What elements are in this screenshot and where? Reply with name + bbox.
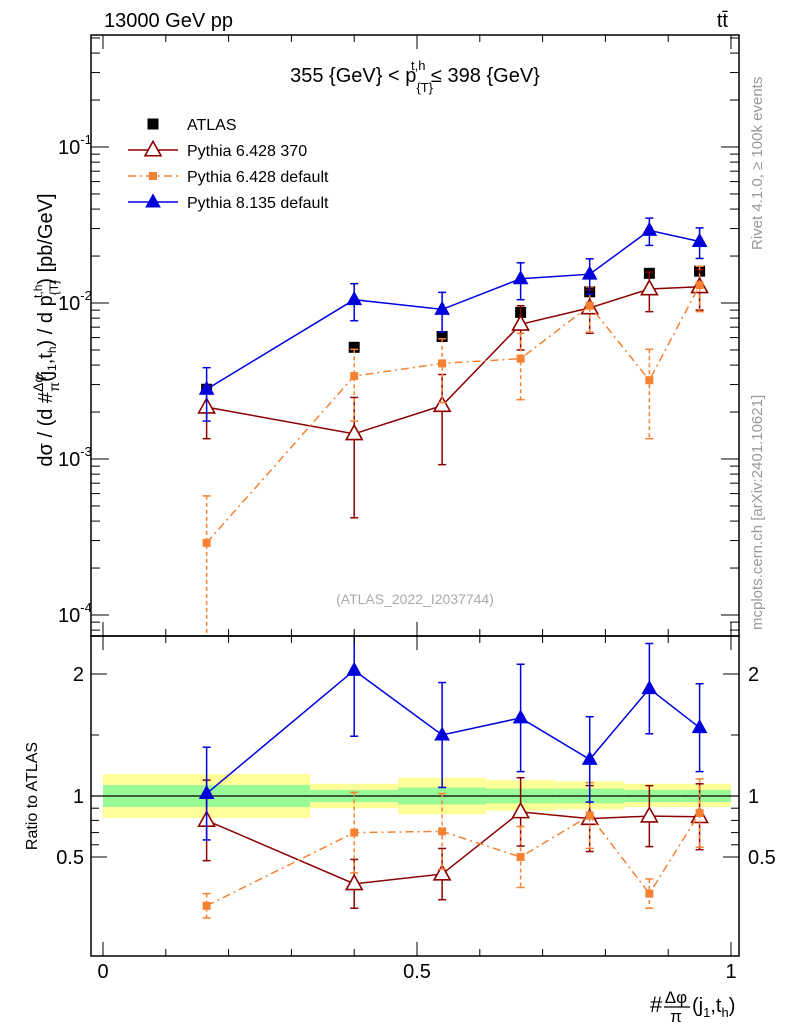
data-point bbox=[581, 265, 598, 280]
data-point bbox=[695, 281, 704, 290]
data-point bbox=[516, 354, 525, 363]
ratio-panel: 0.5 0.5 1 1 2 2 0 0.5 1 Ratio to ATLAS # Δφ π (j… bbox=[24, 635, 776, 1024]
ratio-point bbox=[691, 719, 708, 734]
ratio-point bbox=[640, 805, 659, 823]
ratio-point bbox=[645, 889, 654, 898]
rivet-label: Rivet 4.1.0, ≥ 100k events bbox=[749, 77, 766, 250]
ratio-point bbox=[581, 750, 598, 765]
ratio-tick-labels: 0.5 0.5 1 1 2 2 0 0.5 1 bbox=[56, 664, 776, 983]
x-tick-label: 0 bbox=[97, 961, 108, 983]
ratio-axis-ticks bbox=[91, 636, 739, 956]
ratio-y-tick-label-right: 2 bbox=[748, 664, 759, 686]
ratio-line bbox=[206, 812, 701, 907]
legend-marker bbox=[147, 118, 159, 130]
series-line bbox=[206, 286, 700, 435]
analysis-watermark: (ATLAS_2022_I2037744) bbox=[336, 591, 494, 607]
energy-label: 13000 GeV pp bbox=[104, 10, 233, 32]
panel-title: 355 {GeV} < p{T}t,h ≤ 398 {GeV} bbox=[290, 58, 540, 95]
data-point bbox=[344, 423, 364, 441]
ratio-y-tick-label: 0.5 bbox=[56, 847, 84, 869]
data-point bbox=[585, 301, 594, 310]
data-point bbox=[438, 359, 447, 368]
ratio-point bbox=[350, 828, 359, 837]
ratio-plot-area bbox=[91, 636, 739, 919]
legend-item: Pythia 6.428 370 bbox=[128, 139, 307, 160]
data-point bbox=[436, 330, 448, 342]
y-tick-label: 10-3 bbox=[58, 444, 92, 471]
main-y-axis-label: dσ / (d #Δφπ(j1,th) / d p{T}t,h) [pb/GeV… bbox=[30, 193, 62, 466]
data-point bbox=[432, 395, 452, 413]
data-point bbox=[348, 341, 360, 353]
main-axis-ticks bbox=[91, 35, 739, 636]
legend-marker bbox=[149, 172, 157, 180]
main-plot-area bbox=[197, 217, 709, 636]
data-point bbox=[511, 314, 530, 331]
ratio-point bbox=[432, 863, 452, 881]
ratio-y-tick-label-right: 1 bbox=[748, 786, 759, 808]
y-tick-label: 10-1 bbox=[58, 132, 92, 159]
data-point bbox=[350, 372, 359, 381]
data-point bbox=[645, 376, 654, 385]
series-line bbox=[206, 284, 701, 544]
ratio-point bbox=[641, 679, 658, 695]
series-pythia-6-428-370 bbox=[197, 268, 709, 519]
ratio-y-tick-label: 2 bbox=[73, 664, 84, 686]
ratio-point bbox=[516, 853, 525, 861]
legend-item: ATLAS bbox=[147, 117, 237, 134]
legend-item: Pythia 8.135 default bbox=[128, 193, 329, 212]
data-point bbox=[346, 291, 363, 306]
legend-label: Pythia 6.428 default bbox=[187, 169, 329, 186]
ratio-point bbox=[198, 784, 215, 800]
ratio-point bbox=[512, 709, 529, 724]
main-y-tick-labels: 10-4 10-3 10-2 10-1 bbox=[58, 132, 92, 627]
data-point bbox=[691, 232, 708, 247]
series-line bbox=[206, 229, 700, 390]
x-axis-label: # Δφ π (j1,th) bbox=[650, 988, 735, 1024]
x-tick-label: 1 bbox=[725, 961, 736, 983]
ratio-point bbox=[344, 873, 364, 891]
y-tick-label: 10-2 bbox=[58, 288, 92, 315]
svg-text:(j1,th): (j1,th) bbox=[692, 995, 735, 1020]
ratio-y-axis-label: Ratio to ATLAS bbox=[24, 742, 41, 850]
series-atlas bbox=[201, 265, 706, 395]
svg-text:π: π bbox=[670, 1007, 682, 1024]
svg-text:#: # bbox=[650, 992, 663, 1017]
legend-label: ATLAS bbox=[187, 117, 237, 134]
process-label: tt̄ bbox=[717, 10, 729, 32]
data-point bbox=[641, 221, 658, 236]
ratio-point bbox=[438, 827, 447, 836]
legend-label: Pythia 6.428 370 bbox=[187, 143, 307, 160]
mcplots-label: mcplots.cern.ch [arXiv:2401.10621] bbox=[749, 395, 766, 630]
data-point bbox=[202, 538, 211, 547]
data-point bbox=[434, 300, 450, 315]
legend-marker bbox=[145, 193, 161, 208]
legend-marker bbox=[143, 139, 163, 157]
data-point bbox=[512, 270, 529, 285]
x-tick-label: 0.5 bbox=[403, 961, 431, 983]
data-point bbox=[640, 278, 659, 296]
ratio-point bbox=[585, 811, 594, 820]
svg-text:dσ / (d #Δφπ(j1,th) / d p{T}t,: dσ / (d #Δφπ(j1,th) / d p{T}t,h) [pb/GeV… bbox=[30, 193, 62, 466]
series-pythia-6-428-default bbox=[202, 265, 704, 636]
ratio-y-tick-label-right: 0.5 bbox=[748, 847, 776, 869]
legend: ATLAS Pythia 6.428 370 Pythia 6.428 defaul… bbox=[128, 117, 329, 212]
ratio-point bbox=[202, 901, 211, 910]
ratio-point bbox=[511, 801, 530, 819]
legend-label: Pythia 8.135 default bbox=[187, 195, 329, 212]
ratio-point bbox=[695, 809, 704, 818]
data-point bbox=[198, 380, 215, 395]
ratio-line bbox=[206, 811, 700, 885]
y-tick-label: 10-4 bbox=[58, 600, 92, 627]
legend-item: Pythia 6.428 default bbox=[128, 169, 329, 186]
series-pythia-8-135-default bbox=[198, 217, 708, 422]
main-panel: 10-4 10-3 10-2 10-1 355 {GeV} < p{T}t,h ≤ 3… bbox=[30, 34, 740, 637]
ratio-point bbox=[434, 726, 450, 741]
ratio-series-pythia-8-135-default bbox=[198, 636, 708, 841]
ratio-y-tick-label: 1 bbox=[73, 786, 84, 808]
ratio-point bbox=[346, 661, 363, 676]
svg-text:Δφ: Δφ bbox=[665, 988, 687, 1007]
